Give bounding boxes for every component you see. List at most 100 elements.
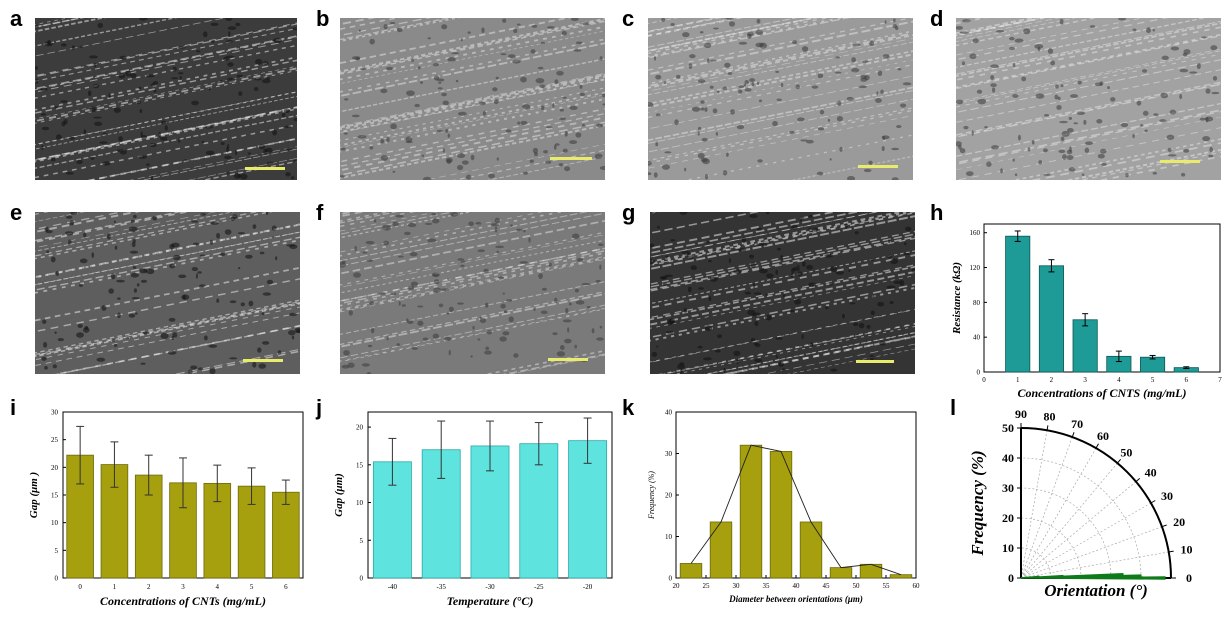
grid-arc (1020, 457, 1142, 579)
y-tick-label: 0 (360, 575, 364, 583)
bar (679, 563, 703, 579)
x-tick-label: 7 (1218, 376, 1222, 384)
y-tick-label: 25 (51, 436, 59, 444)
y-tick-label: 20 (665, 492, 673, 500)
angle-tick-label: 70 (1071, 417, 1083, 431)
grid-spoke (1020, 447, 1097, 579)
x-tick-label: 1 (1016, 376, 1020, 384)
angle-tick (1071, 432, 1075, 438)
y-tick-label: 5 (360, 537, 364, 545)
angle-tick-label: 20 (1173, 515, 1185, 529)
x-tick-label: 0 (78, 583, 82, 591)
y-tick-label: 10 (665, 533, 673, 541)
x-tick-label: 4 (1117, 376, 1121, 384)
y-tick-label: 15 (356, 461, 364, 469)
y-tick-label: 20 (1002, 511, 1014, 525)
angle-tick (1095, 443, 1099, 449)
x-axis-label: Concentrations of CNTS (mg/mL) (1017, 386, 1186, 400)
x-tick-label: 40 (793, 582, 801, 590)
panel-letter-k: k (622, 395, 635, 420)
sem-texture (340, 212, 605, 374)
x-tick-label: 0 (982, 376, 986, 384)
angle-tick (1161, 524, 1167, 528)
grid-spoke (1020, 526, 1163, 579)
grid-spoke (1020, 430, 1048, 579)
bar (519, 443, 559, 579)
y-tick-label: 0 (669, 575, 673, 583)
panel-letter-i: i (10, 395, 17, 420)
y-tick-label: 120 (970, 264, 981, 272)
angle-tick-label: 10 (1181, 543, 1193, 557)
bar (272, 491, 300, 579)
x-axis-label: Concentrations of CNTs (mg/mL) (100, 594, 266, 608)
sem-texture (650, 212, 915, 374)
sem-image-d (956, 18, 1221, 180)
y-tick-label: 30 (1002, 481, 1014, 495)
y-tick-label: 160 (970, 229, 981, 237)
x-tick-label: 3 (181, 583, 185, 591)
x-tick-label: 25 (703, 582, 711, 590)
bar (829, 567, 853, 579)
x-tick-label: 4 (216, 583, 220, 591)
panel-letter-a: a (10, 6, 23, 31)
sem-image-g (650, 212, 915, 374)
y-axis-label: Resistance (kΩ) (951, 262, 963, 335)
x-tick-label: 30 (733, 582, 741, 590)
panel-letter-d: d (930, 6, 944, 31)
grid-spoke (1020, 551, 1169, 579)
angle-tick-label: 80 (1043, 409, 1055, 423)
sem-image-c (648, 18, 913, 180)
y-tick-label: 10 (51, 519, 59, 527)
y-tick-label: 10 (356, 499, 364, 507)
y-axis-label: Frequency (%) (647, 471, 656, 520)
panel-letter-l: l (950, 395, 957, 420)
x-tick-label: 20 (673, 582, 681, 590)
x-tick-label: 35 (763, 582, 771, 590)
x-tick-label: 55 (883, 582, 891, 590)
bar (709, 521, 733, 579)
y-axis-label: Frequency (%) (968, 450, 987, 556)
y-tick-label: 80 (973, 299, 981, 307)
y-tick-label: 5 (55, 547, 59, 555)
grid-spoke (1020, 436, 1073, 579)
x-tick-label: 5 (250, 583, 254, 591)
sem-texture (35, 18, 297, 180)
scale-bar (550, 157, 592, 160)
y-tick-label: 30 (665, 450, 673, 458)
x-tick-label: -20 (583, 583, 593, 591)
x-tick-label: -25 (534, 583, 544, 591)
angle-tick-label: 40 (1145, 466, 1157, 480)
sem-image-b (340, 18, 605, 180)
x-axis-label: Diameter between orientations (μm) (728, 594, 863, 604)
scale-bar (1160, 160, 1200, 163)
x-tick-label: 6 (1185, 376, 1189, 384)
x-tick-label: 1 (113, 583, 117, 591)
x-tick-label: 3 (1083, 376, 1087, 384)
sem-image-e (35, 212, 300, 374)
y-tick-label: 40 (973, 334, 981, 342)
y-tick-label: 0 (55, 575, 59, 583)
y-tick-label: 30 (51, 409, 59, 417)
panel-letter-f: f (316, 200, 324, 225)
y-tick-label: 15 (51, 492, 59, 500)
x-tick-label: 50 (853, 582, 861, 590)
panel-letter-j: j (316, 395, 323, 420)
outer-arc (1020, 427, 1172, 579)
x-tick-label: 6 (284, 583, 288, 591)
bar (1005, 235, 1031, 373)
sem-texture (648, 18, 913, 180)
scale-bar (858, 165, 898, 168)
x-tick-label: 45 (823, 582, 831, 590)
angle-tick-label: 30 (1161, 489, 1173, 503)
grid-arc (1020, 517, 1082, 579)
scale-bar (243, 359, 283, 362)
x-tick-label: -30 (485, 583, 495, 591)
bar (769, 451, 793, 579)
y-tick-label: 20 (51, 464, 59, 472)
y-tick-label: 0 (977, 369, 981, 377)
angle-tick-label: 50 (1120, 445, 1132, 459)
x-tick-label: 2 (147, 583, 151, 591)
fit-line (690, 444, 902, 576)
panel-letter-c: c (622, 6, 635, 31)
